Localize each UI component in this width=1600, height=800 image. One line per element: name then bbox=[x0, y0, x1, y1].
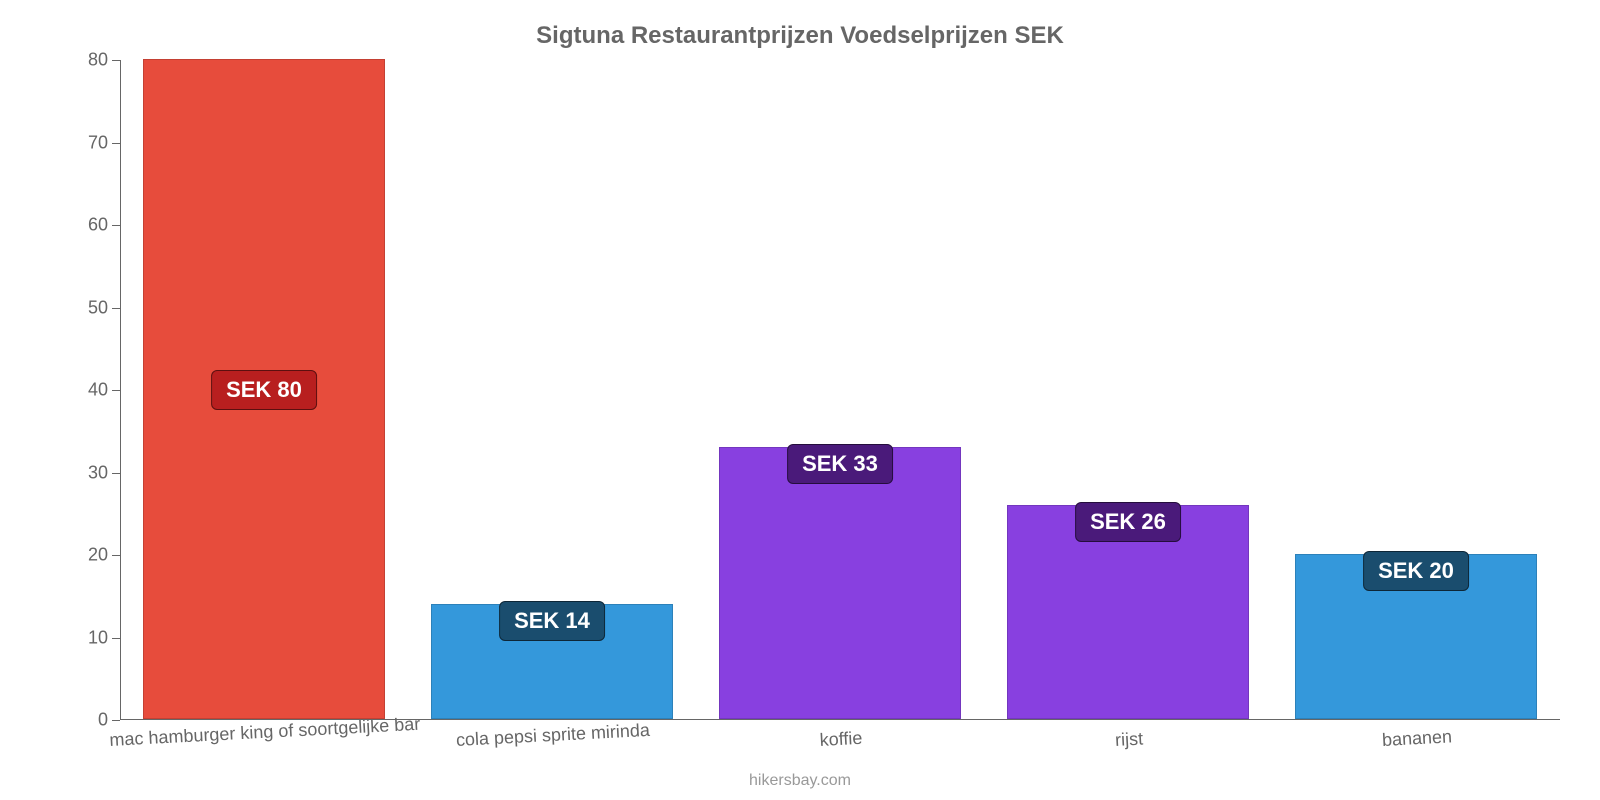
y-tick-label: 70 bbox=[88, 132, 120, 153]
bar-value-label: SEK 14 bbox=[499, 601, 605, 641]
x-tick-label: bananen bbox=[1381, 716, 1453, 751]
y-tick-label: 40 bbox=[88, 380, 120, 401]
attribution-text: hikersbay.com bbox=[749, 772, 851, 790]
y-tick-label: 50 bbox=[88, 297, 120, 318]
y-tick-label: 60 bbox=[88, 215, 120, 236]
chart-title: Sigtuna Restaurantprijzen Voedselprijzen… bbox=[536, 22, 1064, 50]
y-axis-line bbox=[120, 60, 121, 720]
bar bbox=[719, 447, 961, 719]
y-tick-label: 30 bbox=[88, 462, 120, 483]
plot-area: 01020304050607080SEK 80mac hamburger kin… bbox=[120, 60, 1560, 720]
y-tick-label: 20 bbox=[88, 545, 120, 566]
bar-value-label: SEK 33 bbox=[787, 444, 893, 484]
bar-value-label: SEK 80 bbox=[211, 370, 317, 410]
bar-value-label: SEK 20 bbox=[1363, 551, 1469, 591]
y-tick-label: 80 bbox=[88, 50, 120, 71]
y-tick-label: 10 bbox=[88, 627, 120, 648]
bar-chart: Sigtuna Restaurantprijzen Voedselprijzen… bbox=[0, 0, 1600, 800]
x-tick-label: rijst bbox=[1114, 719, 1144, 751]
x-tick-label: koffie bbox=[819, 718, 863, 751]
bar-value-label: SEK 26 bbox=[1075, 502, 1181, 542]
